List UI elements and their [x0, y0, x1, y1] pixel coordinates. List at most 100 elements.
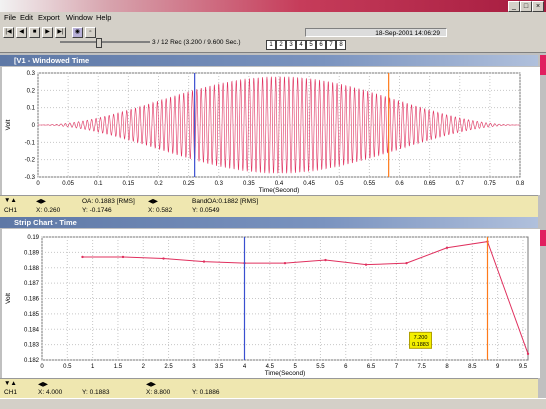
- x-tick-label: 1.5: [114, 364, 123, 370]
- x-tick-label: 0.25: [183, 181, 195, 187]
- y-tick-label: 0: [32, 123, 36, 129]
- datetime-display: 18-Sep-2001 14:06:29: [305, 28, 447, 37]
- horizontal-scrollbar[interactable]: [0, 398, 546, 409]
- x-tick-label: 5: [293, 364, 297, 370]
- panel1-cursor1-arrows[interactable]: ◀▶: [36, 198, 46, 205]
- page-button-7[interactable]: 7: [326, 40, 336, 50]
- x-tick-label: 7: [395, 364, 399, 370]
- page-button-4[interactable]: 4: [296, 40, 306, 50]
- x-tick-label: 0.5: [63, 364, 72, 370]
- menu-edit[interactable]: Edit: [20, 13, 33, 22]
- side-tab-2[interactable]: [540, 230, 546, 246]
- x-tick-label: 0.3: [215, 181, 224, 187]
- signal-series-line: [38, 76, 520, 174]
- panel1-cursor2-arrows[interactable]: ◀▶: [148, 198, 158, 205]
- panel2-arrows-up[interactable]: ▼▲: [4, 380, 17, 387]
- panel1-oa: OA: 0.1883 [RMS]: [82, 198, 135, 205]
- menu-file[interactable]: File: [4, 13, 17, 22]
- chart2-svg[interactable]: 0 0.5 1 1.5 2 2.5 3 3.5 4 4.5 5 5.5 6 6.5 7 7.5 8 8.5 9 9.5…: [2, 229, 540, 378]
- panel2-channel: CH1: [4, 389, 18, 396]
- x-axis-label: Time(Second): [265, 370, 306, 377]
- x-tick-label: 0.2: [154, 181, 163, 187]
- y-tick-label: 0.19: [27, 235, 39, 241]
- record-icon[interactable]: ◉: [72, 27, 83, 38]
- last-record-icon[interactable]: ▶|: [55, 27, 66, 38]
- record-status-text: 3 / 12 Rec (3.200 / 9.600 Sec.): [152, 39, 241, 46]
- y-tick-label: 0.182: [24, 358, 40, 364]
- panel2-cursor1-y: Y: 0.1883: [82, 389, 110, 396]
- data-point: [405, 261, 408, 265]
- panel1-plot-area[interactable]: 0 0.05 0.1 0.15 0.2 0.25 0.3 0.35 0.4 0.45 0.5 0.55…: [2, 67, 540, 195]
- x-tick-label: 0.05: [62, 181, 74, 187]
- menu-window[interactable]: Window: [66, 13, 93, 22]
- stop-icon[interactable]: ■: [29, 27, 40, 38]
- panel1-titlebar: [V1 - Windowed Time: [0, 55, 538, 66]
- x-tick-label: 4.5: [266, 364, 275, 370]
- panel1-cursor1-y: Y: -0.1746: [82, 207, 112, 214]
- x-tick-label: 2.5: [164, 364, 173, 370]
- data-point: [162, 257, 165, 260]
- y-tick-label: 0.3: [27, 71, 36, 77]
- maximize-button[interactable]: □: [520, 1, 532, 12]
- data-point: [324, 258, 327, 262]
- data-point: [202, 260, 206, 263]
- data-point: [81, 255, 84, 259]
- x-tick-label: 6.5: [367, 364, 376, 370]
- menu-export[interactable]: Export: [38, 13, 60, 22]
- panel2-cursor2-x: X: 8.800: [146, 389, 171, 396]
- prev-record-icon[interactable]: ◀: [16, 27, 27, 38]
- signal-series-line: [82, 241, 529, 355]
- page-button-3[interactable]: 3: [286, 40, 296, 50]
- cursor-tooltip: [409, 331, 432, 349]
- x-tick-label: 8.5: [468, 364, 477, 370]
- chart1-svg[interactable]: 0 0.05 0.1 0.15 0.2 0.25 0.3 0.35 0.4 0.45 0.5 0.55…: [2, 67, 540, 195]
- menu-help[interactable]: Help: [96, 13, 112, 22]
- data-point: [121, 255, 125, 259]
- x-tick-label: 0.7: [456, 181, 465, 187]
- x-axis-label: Time(Second): [259, 187, 300, 194]
- x-tick-label: 0.55: [364, 181, 376, 187]
- record-slider-track[interactable]: [60, 41, 150, 43]
- close-button[interactable]: ×: [532, 1, 544, 12]
- record-slider-thumb[interactable]: [96, 38, 102, 48]
- x-tick-label: 3.5: [215, 364, 224, 370]
- x-tick-label: 1: [91, 364, 95, 370]
- panel2-cursor1-arrows[interactable]: ◀▶: [38, 381, 48, 388]
- x-tick-label: 4: [243, 364, 247, 370]
- minimize-button[interactable]: _: [508, 1, 520, 12]
- x-tick-label: 2: [142, 364, 146, 370]
- option-icon[interactable]: ▫: [85, 27, 96, 38]
- menu-bar: File Edit Export Window Help: [0, 12, 546, 24]
- page-button-5[interactable]: 5: [306, 40, 316, 50]
- panel1-cursor1-x: X: 0.260: [36, 207, 61, 214]
- side-tab-1[interactable]: [540, 55, 546, 75]
- panel1-channel: CH1: [4, 207, 18, 214]
- x-tick-label: 0.1: [94, 181, 103, 187]
- page-button-2[interactable]: 2: [276, 40, 286, 50]
- x-tick-label: 3: [192, 364, 196, 370]
- panel2-titlebar: Strip Chart - Time: [0, 217, 538, 228]
- x-tick-label: 0.8: [516, 181, 525, 187]
- panel2-status-row: ▼▲ CH1 ◀▶ X: 4.000 Y: 0.1883 ◀▶ X: 8.800…: [0, 378, 538, 399]
- y-tick-label: 0.186: [24, 297, 40, 303]
- data-point: [445, 246, 449, 249]
- panel2-title: Strip Chart - Time: [14, 218, 77, 227]
- first-record-icon[interactable]: |◀: [3, 27, 14, 38]
- panel1-arrows-up[interactable]: ▼▲: [4, 197, 17, 204]
- x-tick-label: 9: [496, 364, 500, 370]
- page-button-1[interactable]: 1: [266, 40, 276, 50]
- page-button-6[interactable]: 6: [316, 40, 326, 50]
- next-record-icon[interactable]: ▶: [42, 27, 53, 38]
- x-tick-label: 0.35: [243, 181, 255, 187]
- x-tick-label: 0.45: [303, 181, 315, 187]
- panel2-cursor2-arrows[interactable]: ◀▶: [146, 381, 156, 388]
- x-tick-label: 9.5: [519, 364, 528, 370]
- panel1-cursor2-x: X: 0.582: [148, 207, 173, 214]
- y-tick-label: 0.184: [24, 327, 40, 333]
- x-tick-label: 0.65: [424, 181, 436, 187]
- panel2-plot-area[interactable]: 0 0.5 1 1.5 2 2.5 3 3.5 4 4.5 5 5.5 6 6.5 7 7.5 8 8.5 9 9.5…: [2, 229, 540, 378]
- y-tick-label: 0.1: [27, 106, 36, 112]
- x-tick-label: 0: [36, 181, 40, 187]
- page-button-8[interactable]: 8: [336, 40, 346, 50]
- panel1-status-row: ▼▲ CH1 ◀▶ X: 0.260 Y: -0.1746 OA: 0.1883…: [0, 195, 538, 217]
